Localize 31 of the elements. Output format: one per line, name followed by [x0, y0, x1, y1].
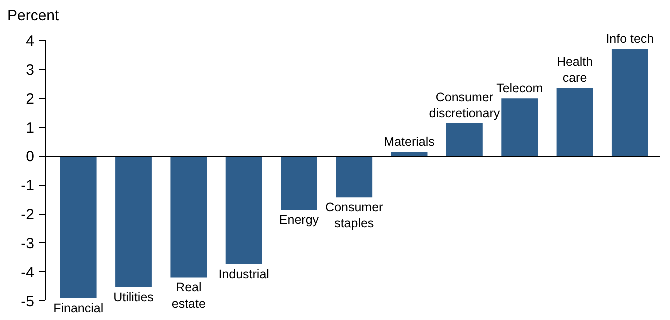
y-tick-label: -2 [21, 206, 35, 224]
bar [336, 156, 373, 198]
x-tick-label: Consumer staples [326, 200, 384, 231]
y-tick-label: 4 [26, 32, 34, 50]
bar [226, 156, 262, 264]
x-tick-label: Info tech [606, 32, 654, 46]
y-tick-label: 3 [26, 62, 34, 79]
x-tick-label: Real estate [172, 280, 206, 311]
bar [391, 152, 428, 156]
x-tick-label: Energy [279, 213, 320, 228]
x-tick-label: Utilities [114, 290, 154, 304]
y-tick-label: -3 [21, 236, 35, 252]
bar [446, 123, 483, 156]
bar [60, 156, 97, 299]
bar [116, 156, 152, 288]
bar [281, 156, 318, 210]
y-tick-label: -1 [21, 178, 35, 195]
bar [502, 98, 538, 156]
y-tick-label: 1 [26, 120, 34, 137]
y-tick-label: 0 [26, 148, 34, 166]
y-tick-label: -4 [21, 264, 35, 282]
x-tick-label: Industrial [218, 267, 270, 282]
x-tick-label: Materials [384, 135, 435, 150]
y-axis-title: Percent [8, 8, 60, 24]
bar [170, 156, 208, 278]
x-tick-label: Health care [556, 55, 594, 86]
y-tick-label: -5 [21, 293, 35, 310]
bar [556, 88, 594, 156]
bar [612, 49, 648, 156]
y-tick-label: 2 [26, 90, 34, 108]
x-tick-label: Financial [54, 302, 104, 316]
